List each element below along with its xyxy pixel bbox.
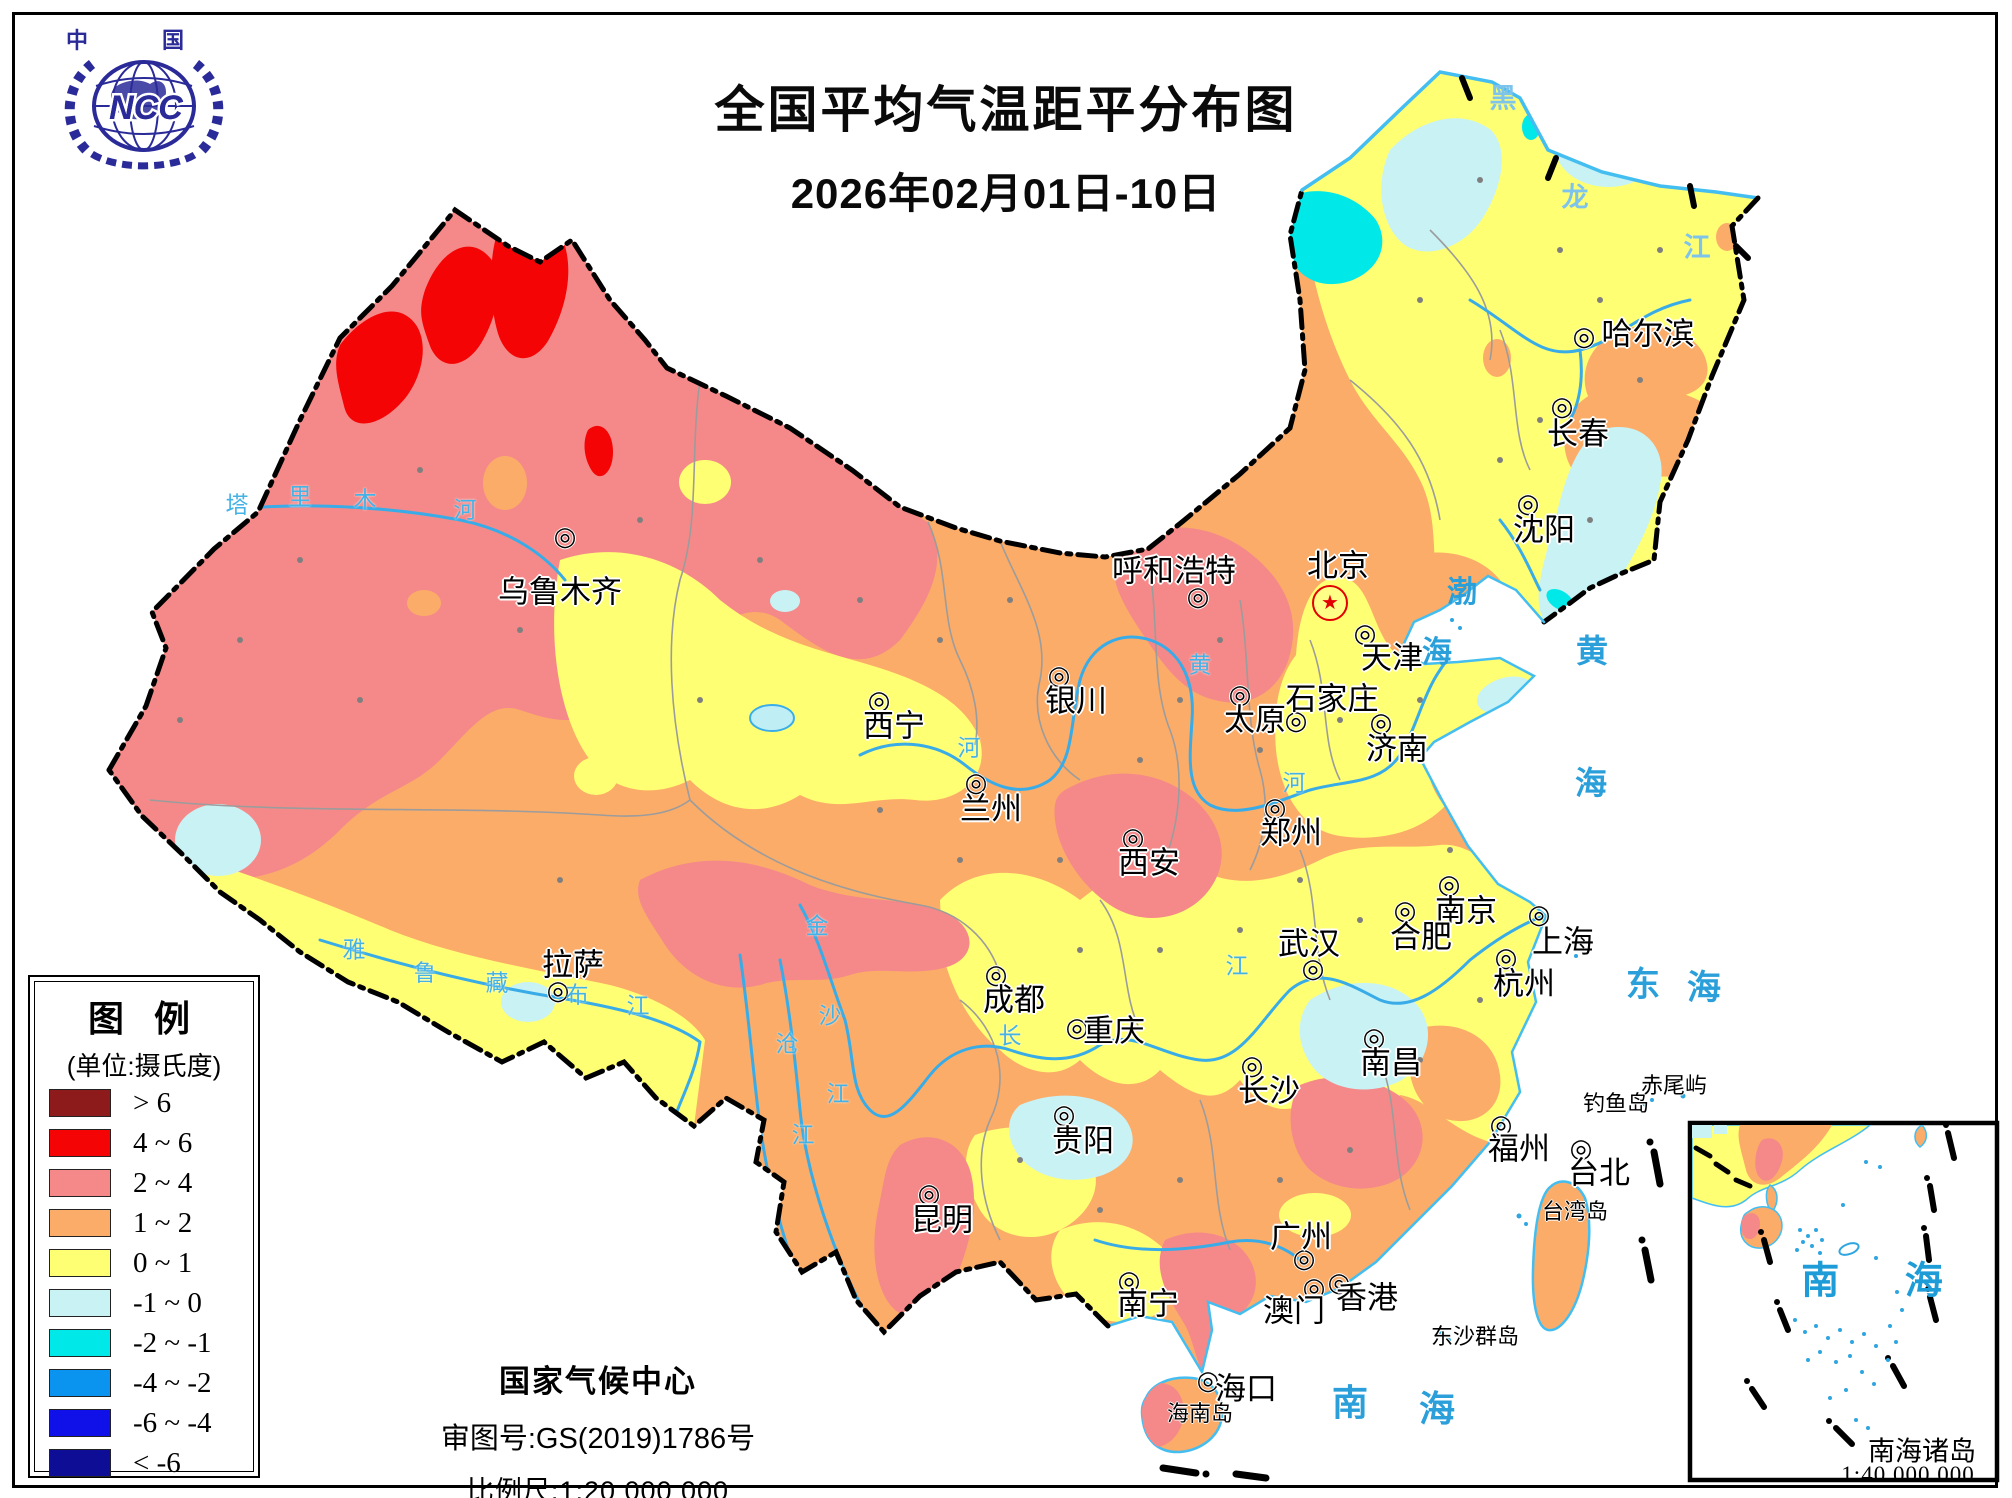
- small-islands: [1439, 618, 1686, 1342]
- legend-range-label: 0 ~ 1: [133, 1246, 193, 1279]
- legend-row: -4 ~ -2: [35, 1363, 253, 1403]
- legend-row: -6 ~ -4: [35, 1403, 253, 1443]
- ncc-logo: 中 国 NCC NCC: [64, 28, 224, 170]
- inset-sea-label: 南 海: [1801, 1260, 1971, 1303]
- legend-color-swatch: [49, 1209, 111, 1237]
- legend-color-swatch: [49, 1449, 111, 1477]
- legend-color-swatch: [49, 1169, 111, 1197]
- inset-name-label: 南海诸岛: [1868, 1436, 1976, 1467]
- legend-color-swatch: [49, 1129, 111, 1157]
- legend-range-label: -2 ~ -1: [133, 1326, 212, 1359]
- legend-range-label: 1 ~ 2: [133, 1206, 193, 1239]
- taiwan-island: [1531, 1180, 1591, 1332]
- footer-approval-number: 审图号:GS(2019)1786号: [440, 1423, 756, 1455]
- legend-row: < -6: [35, 1443, 253, 1483]
- legend-range-label: -4 ~ -2: [133, 1366, 212, 1399]
- minor-city-dots: [177, 177, 1663, 1213]
- south-china-sea-inset: [1687, 1120, 2000, 1483]
- inset-island-dots: [1793, 1160, 1904, 1430]
- footer-organization: 国家气候中心: [499, 1364, 697, 1399]
- map-footer: 国家气候中心 审图号:GS(2019)1786号 比例尺:1:20 000 00…: [318, 1356, 878, 1498]
- legend-row: 2 ~ 4: [35, 1163, 253, 1203]
- logo-ncc-text: NCC: [109, 89, 183, 127]
- legend-row: 1 ~ 2: [35, 1203, 253, 1243]
- inset-scale-label: 1:40 000 000: [1841, 1462, 1975, 1487]
- hainan-island: [1140, 1376, 1224, 1454]
- logo-top-text: 中 国: [66, 28, 218, 53]
- legend-color-swatch: [49, 1289, 111, 1317]
- national-border: [106, 70, 1761, 1376]
- legend-range-label: 2 ~ 4: [133, 1166, 193, 1199]
- legend-color-swatch: [49, 1249, 111, 1277]
- legend-row: > 6: [35, 1083, 253, 1123]
- page-title: 全国平均气温距平分布图: [714, 82, 1298, 138]
- legend-range-label: -6 ~ -4: [133, 1406, 212, 1439]
- legend-color-swatch: [49, 1089, 111, 1117]
- footer-scale: 比例尺:1:20 000 000: [466, 1476, 730, 1498]
- legend-range-label: > 6: [133, 1086, 172, 1119]
- legend-row: -2 ~ -1: [35, 1323, 253, 1363]
- nine-dash-line-main: [1159, 1138, 1664, 1482]
- legend-color-swatch: [49, 1369, 111, 1397]
- legend-row: 0 ~ 1: [35, 1243, 253, 1283]
- legend-color-swatch: [49, 1329, 111, 1357]
- province-boundaries: [149, 229, 1531, 1251]
- legend-unit: (单位:摄氏度): [66, 1051, 222, 1081]
- legend-range-label: < -6: [133, 1446, 181, 1479]
- legend-color-swatch: [49, 1409, 111, 1437]
- legend-range-label: 4 ~ 6: [133, 1126, 193, 1159]
- legend-range-label: -1 ~ 0: [133, 1286, 202, 1319]
- legend-row: -1 ~ 0: [35, 1283, 253, 1323]
- legend-row: 4 ~ 6: [35, 1123, 253, 1163]
- logo-ncc-text-front: NCC: [109, 89, 183, 127]
- legend-box: 图 例 (单位:摄氏度) > 6 4 ~ 6 2 ~ 4 1 ~ 2 0 ~ 1 -1 ~…: [28, 975, 260, 1479]
- page-subtitle: 2026年02月01日-10日: [790, 170, 1222, 217]
- legend-title: 图 例: [87, 998, 200, 1039]
